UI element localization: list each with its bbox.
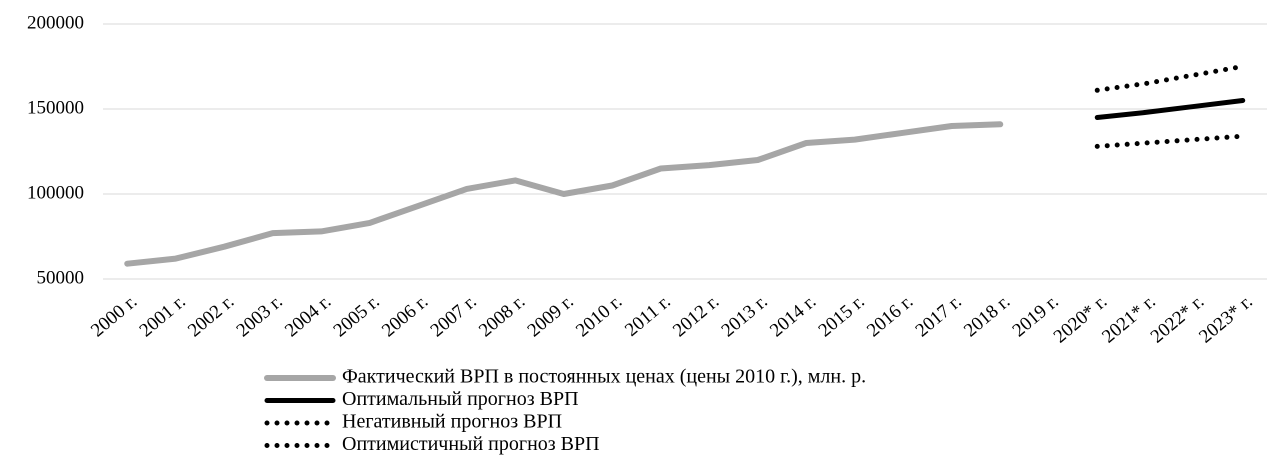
- legend-label: Оптимальный прогноз ВРП: [342, 388, 579, 410]
- x-tick-label: 2022* г.: [1147, 291, 1208, 347]
- x-tick-label: 2021* г.: [1098, 291, 1159, 347]
- series-line: [1094, 64, 1246, 93]
- y-tick-label: 100000: [27, 182, 84, 203]
- series-line: [1094, 133, 1246, 149]
- x-tick-label: 2015 г.: [815, 291, 869, 341]
- legend-label: Оптимистичный прогноз ВРП: [342, 433, 600, 455]
- x-tick-label: 2012 г.: [669, 291, 723, 341]
- x-tick-label: 2000 г.: [87, 291, 141, 341]
- x-tick-label: 2018 г.: [960, 291, 1014, 341]
- x-tick-label: 2016 г.: [863, 291, 917, 341]
- x-tick-label: 2001 г.: [136, 291, 190, 341]
- x-tick-label: 2002 г.: [184, 291, 238, 341]
- y-tick-label: 200000: [27, 12, 84, 33]
- x-tick-label: 2013 г.: [718, 291, 772, 341]
- series-line: [1094, 98, 1246, 120]
- x-tick-label: 2004 г.: [281, 291, 335, 341]
- y-tick-label: 150000: [27, 97, 84, 118]
- x-tick-label: 2007 г.: [427, 291, 481, 341]
- x-tick-label: 2014 г.: [766, 291, 820, 341]
- series-line: [124, 121, 1004, 267]
- legend-label: Негативный прогноз ВРП: [342, 411, 562, 433]
- x-tick-label: 2011 г.: [621, 291, 675, 341]
- x-tick-label: 2005 г.: [330, 291, 384, 341]
- x-tick-label: 2009 г.: [524, 291, 578, 341]
- x-tick-label: 2023* г.: [1195, 291, 1256, 347]
- x-tick-label: 2006 г.: [378, 291, 432, 341]
- x-tick-label: 2017 г.: [912, 291, 966, 341]
- x-tick-label: 2010 г.: [572, 291, 626, 341]
- y-tick-label: 50000: [37, 267, 85, 288]
- x-tick-label: 2008 г.: [475, 291, 529, 341]
- x-tick-label: 2003 г.: [233, 291, 287, 341]
- x-tick-label: 2020* г.: [1050, 291, 1111, 347]
- legend-label: Фактический ВРП в постоянных ценах (цены…: [342, 366, 866, 388]
